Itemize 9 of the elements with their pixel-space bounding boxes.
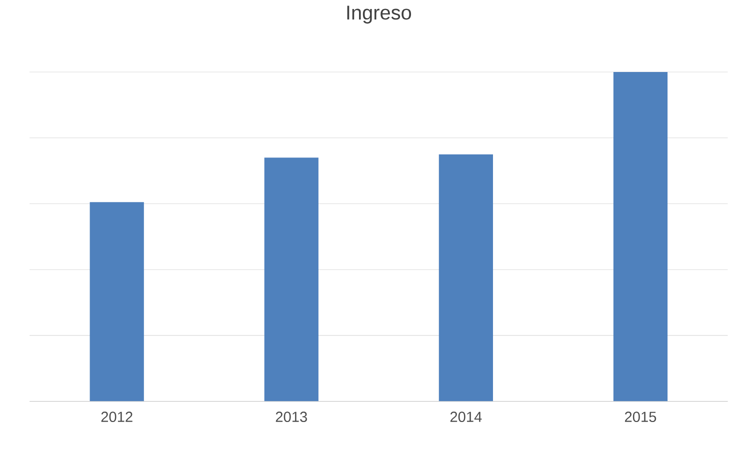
x-tick-label: 2014 xyxy=(450,412,482,422)
bar xyxy=(264,158,318,402)
bar xyxy=(613,72,668,402)
bar xyxy=(90,202,144,402)
chart-title: Ingreso xyxy=(347,6,412,24)
x-tick-label: 2015 xyxy=(624,412,656,422)
x-tick-label: 2013 xyxy=(276,412,307,422)
x-tick-label: 2012 xyxy=(101,412,132,422)
bar xyxy=(438,154,493,402)
